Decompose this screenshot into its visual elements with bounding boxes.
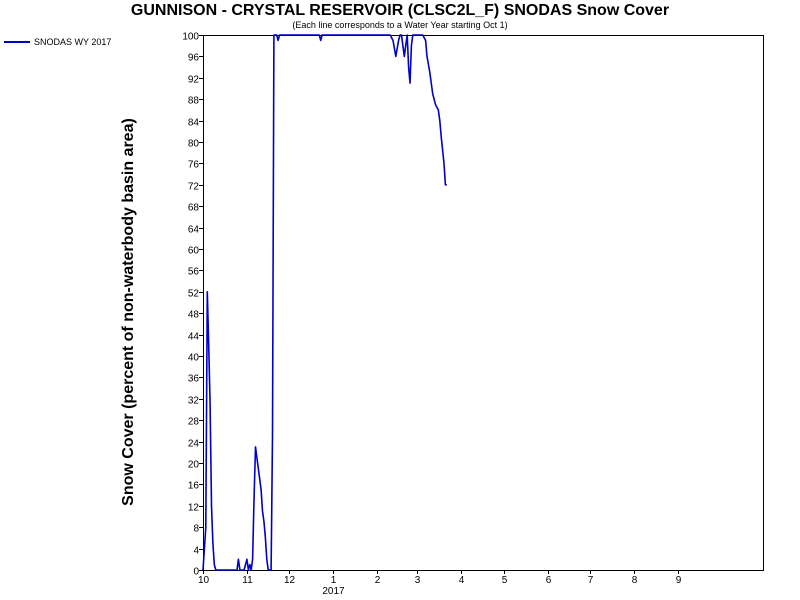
- x-tick-label: 3: [415, 575, 421, 586]
- x-tick-label: 10: [198, 575, 210, 586]
- y-tick-label: 84: [188, 118, 200, 129]
- chart-subtitle: (Each line corresponds to a Water Year s…: [292, 20, 508, 30]
- y-tick-label: 32: [188, 396, 200, 407]
- x-tick-label: 8: [632, 575, 638, 586]
- y-tick-label: 60: [188, 246, 200, 257]
- y-tick-label: 28: [188, 417, 200, 428]
- y-tick-label: 4: [193, 546, 199, 557]
- y-tick-label: 0: [193, 567, 199, 578]
- legend: SNODAS WY 2017: [4, 35, 111, 49]
- x-tick-label: 1: [331, 575, 337, 586]
- x-tick-label: 5: [502, 575, 508, 586]
- x-tick-label: 9: [676, 575, 682, 586]
- y-tick-label: 68: [188, 203, 200, 214]
- x-tick-label: 6: [546, 575, 552, 586]
- y-tick-label: 24: [188, 439, 200, 450]
- y-tick-label: 16: [188, 481, 200, 492]
- legend-label: SNODAS WY 2017: [34, 37, 112, 47]
- y-tick-label: 80: [188, 139, 200, 150]
- x-tick-label: 11: [242, 575, 253, 586]
- y-tick-label: 92: [188, 75, 200, 86]
- legend-swatch: [4, 41, 30, 43]
- y-tick-label: 76: [188, 160, 200, 171]
- series-line-wy2017: [202, 34, 447, 571]
- y-tick-label: 12: [188, 503, 200, 514]
- y-tick-label: 20: [188, 460, 200, 471]
- y-tick-label: 44: [188, 332, 200, 343]
- x-tick-label: 4: [459, 575, 465, 586]
- y-tick-label: 64: [188, 225, 200, 236]
- x-tick-label: 2: [375, 575, 381, 586]
- chart-title: GUNNISON - CRYSTAL RESERVOIR (CLSC2L_F) …: [130, 2, 670, 19]
- y-tick-label: 40: [188, 353, 200, 364]
- x-tick-label: 12: [284, 575, 296, 586]
- y-tick-label: 72: [188, 182, 200, 193]
- y-tick-label: 96: [188, 53, 200, 64]
- y-axis-ticks: 0481216202428323640444852566064687276808…: [182, 32, 203, 578]
- y-tick-label: 48: [188, 310, 200, 321]
- y-tick-label: 88: [188, 96, 200, 107]
- y-tick-label: 100: [182, 32, 199, 43]
- y-tick-label: 36: [188, 374, 200, 385]
- plot-area: [203, 35, 764, 571]
- x-axis-year-label: 2017: [322, 586, 345, 597]
- x-tick-label: 7: [588, 575, 594, 586]
- y-tick-label: 52: [188, 289, 200, 300]
- y-tick-label: 8: [193, 524, 199, 535]
- y-tick-label: 56: [188, 267, 200, 278]
- x-axis-ticks: 10 11 12 1 2 3 4 5 6 7 8 9: [198, 570, 682, 586]
